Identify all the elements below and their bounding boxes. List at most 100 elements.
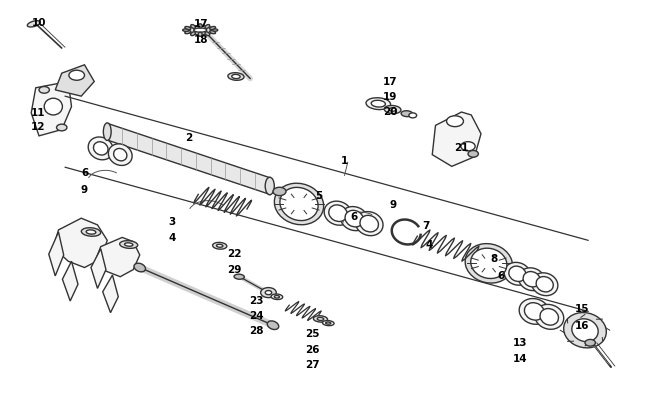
Ellipse shape	[109, 144, 132, 166]
Ellipse shape	[198, 32, 202, 36]
Ellipse shape	[216, 244, 223, 247]
Ellipse shape	[519, 298, 549, 324]
Ellipse shape	[465, 244, 512, 283]
Ellipse shape	[274, 183, 324, 225]
Ellipse shape	[274, 296, 280, 298]
Ellipse shape	[190, 25, 196, 28]
Text: 26: 26	[305, 345, 319, 355]
Ellipse shape	[532, 273, 558, 296]
Circle shape	[468, 150, 478, 157]
Polygon shape	[91, 249, 106, 288]
Ellipse shape	[324, 201, 352, 225]
Ellipse shape	[326, 322, 331, 324]
Circle shape	[409, 113, 417, 118]
Polygon shape	[49, 232, 64, 276]
Text: 9: 9	[390, 200, 396, 210]
Text: 21: 21	[454, 143, 469, 153]
Ellipse shape	[194, 28, 207, 32]
Ellipse shape	[209, 31, 216, 34]
Ellipse shape	[271, 294, 283, 300]
Ellipse shape	[183, 29, 189, 31]
Ellipse shape	[213, 242, 227, 249]
Ellipse shape	[86, 230, 96, 234]
Text: 28: 28	[250, 326, 264, 336]
Ellipse shape	[103, 123, 111, 140]
Ellipse shape	[341, 206, 368, 231]
Ellipse shape	[401, 111, 413, 117]
Ellipse shape	[572, 319, 598, 342]
Ellipse shape	[88, 137, 113, 160]
Text: 8: 8	[490, 254, 498, 264]
Ellipse shape	[371, 100, 385, 107]
Ellipse shape	[509, 266, 526, 281]
Ellipse shape	[356, 212, 383, 236]
Ellipse shape	[187, 25, 214, 35]
Polygon shape	[107, 123, 270, 194]
Ellipse shape	[27, 20, 40, 27]
Ellipse shape	[536, 277, 553, 292]
Text: 17: 17	[194, 19, 209, 29]
Text: 20: 20	[383, 107, 397, 117]
Text: 7: 7	[422, 221, 430, 231]
Ellipse shape	[322, 321, 334, 326]
Ellipse shape	[313, 316, 328, 322]
Circle shape	[447, 116, 463, 127]
Ellipse shape	[190, 32, 196, 36]
Ellipse shape	[211, 29, 218, 31]
Circle shape	[69, 70, 84, 80]
Text: 6: 6	[81, 168, 88, 178]
Polygon shape	[103, 275, 118, 313]
Text: 22: 22	[227, 249, 241, 259]
Ellipse shape	[504, 263, 530, 285]
Ellipse shape	[267, 321, 279, 329]
Ellipse shape	[185, 31, 191, 34]
Ellipse shape	[125, 243, 133, 246]
Polygon shape	[55, 65, 94, 96]
Circle shape	[273, 187, 286, 196]
Text: 29: 29	[227, 265, 241, 275]
Ellipse shape	[280, 187, 318, 221]
Text: 9: 9	[81, 185, 88, 195]
Ellipse shape	[366, 98, 391, 110]
Text: 6: 6	[350, 212, 358, 222]
Ellipse shape	[317, 317, 324, 321]
Ellipse shape	[232, 74, 240, 79]
Circle shape	[261, 288, 276, 298]
Circle shape	[585, 339, 595, 346]
Ellipse shape	[329, 205, 347, 222]
Polygon shape	[432, 112, 481, 166]
Text: 4: 4	[168, 233, 176, 243]
Text: 6: 6	[497, 271, 504, 281]
Text: 18: 18	[194, 35, 209, 45]
Ellipse shape	[114, 148, 127, 161]
Text: 23: 23	[250, 296, 264, 306]
Ellipse shape	[134, 263, 146, 272]
Ellipse shape	[523, 272, 540, 287]
Ellipse shape	[81, 228, 101, 236]
Ellipse shape	[205, 25, 210, 28]
Circle shape	[57, 124, 67, 131]
Ellipse shape	[205, 32, 210, 36]
Ellipse shape	[94, 142, 108, 155]
Polygon shape	[62, 261, 78, 301]
Text: 4: 4	[425, 240, 433, 250]
Text: 1: 1	[341, 156, 348, 166]
Ellipse shape	[198, 24, 202, 28]
Ellipse shape	[525, 303, 544, 320]
Text: 19: 19	[383, 92, 397, 102]
Ellipse shape	[228, 73, 244, 80]
Text: 3: 3	[168, 217, 176, 227]
Ellipse shape	[360, 215, 378, 232]
Ellipse shape	[535, 304, 564, 329]
Polygon shape	[31, 82, 72, 136]
Circle shape	[265, 291, 272, 295]
Text: 10: 10	[32, 18, 46, 28]
Text: 24: 24	[250, 311, 264, 321]
Ellipse shape	[185, 26, 191, 30]
Polygon shape	[96, 237, 140, 277]
Ellipse shape	[384, 105, 401, 114]
Ellipse shape	[44, 98, 62, 115]
Text: 16: 16	[575, 321, 589, 331]
Ellipse shape	[564, 313, 606, 348]
Ellipse shape	[471, 248, 507, 278]
